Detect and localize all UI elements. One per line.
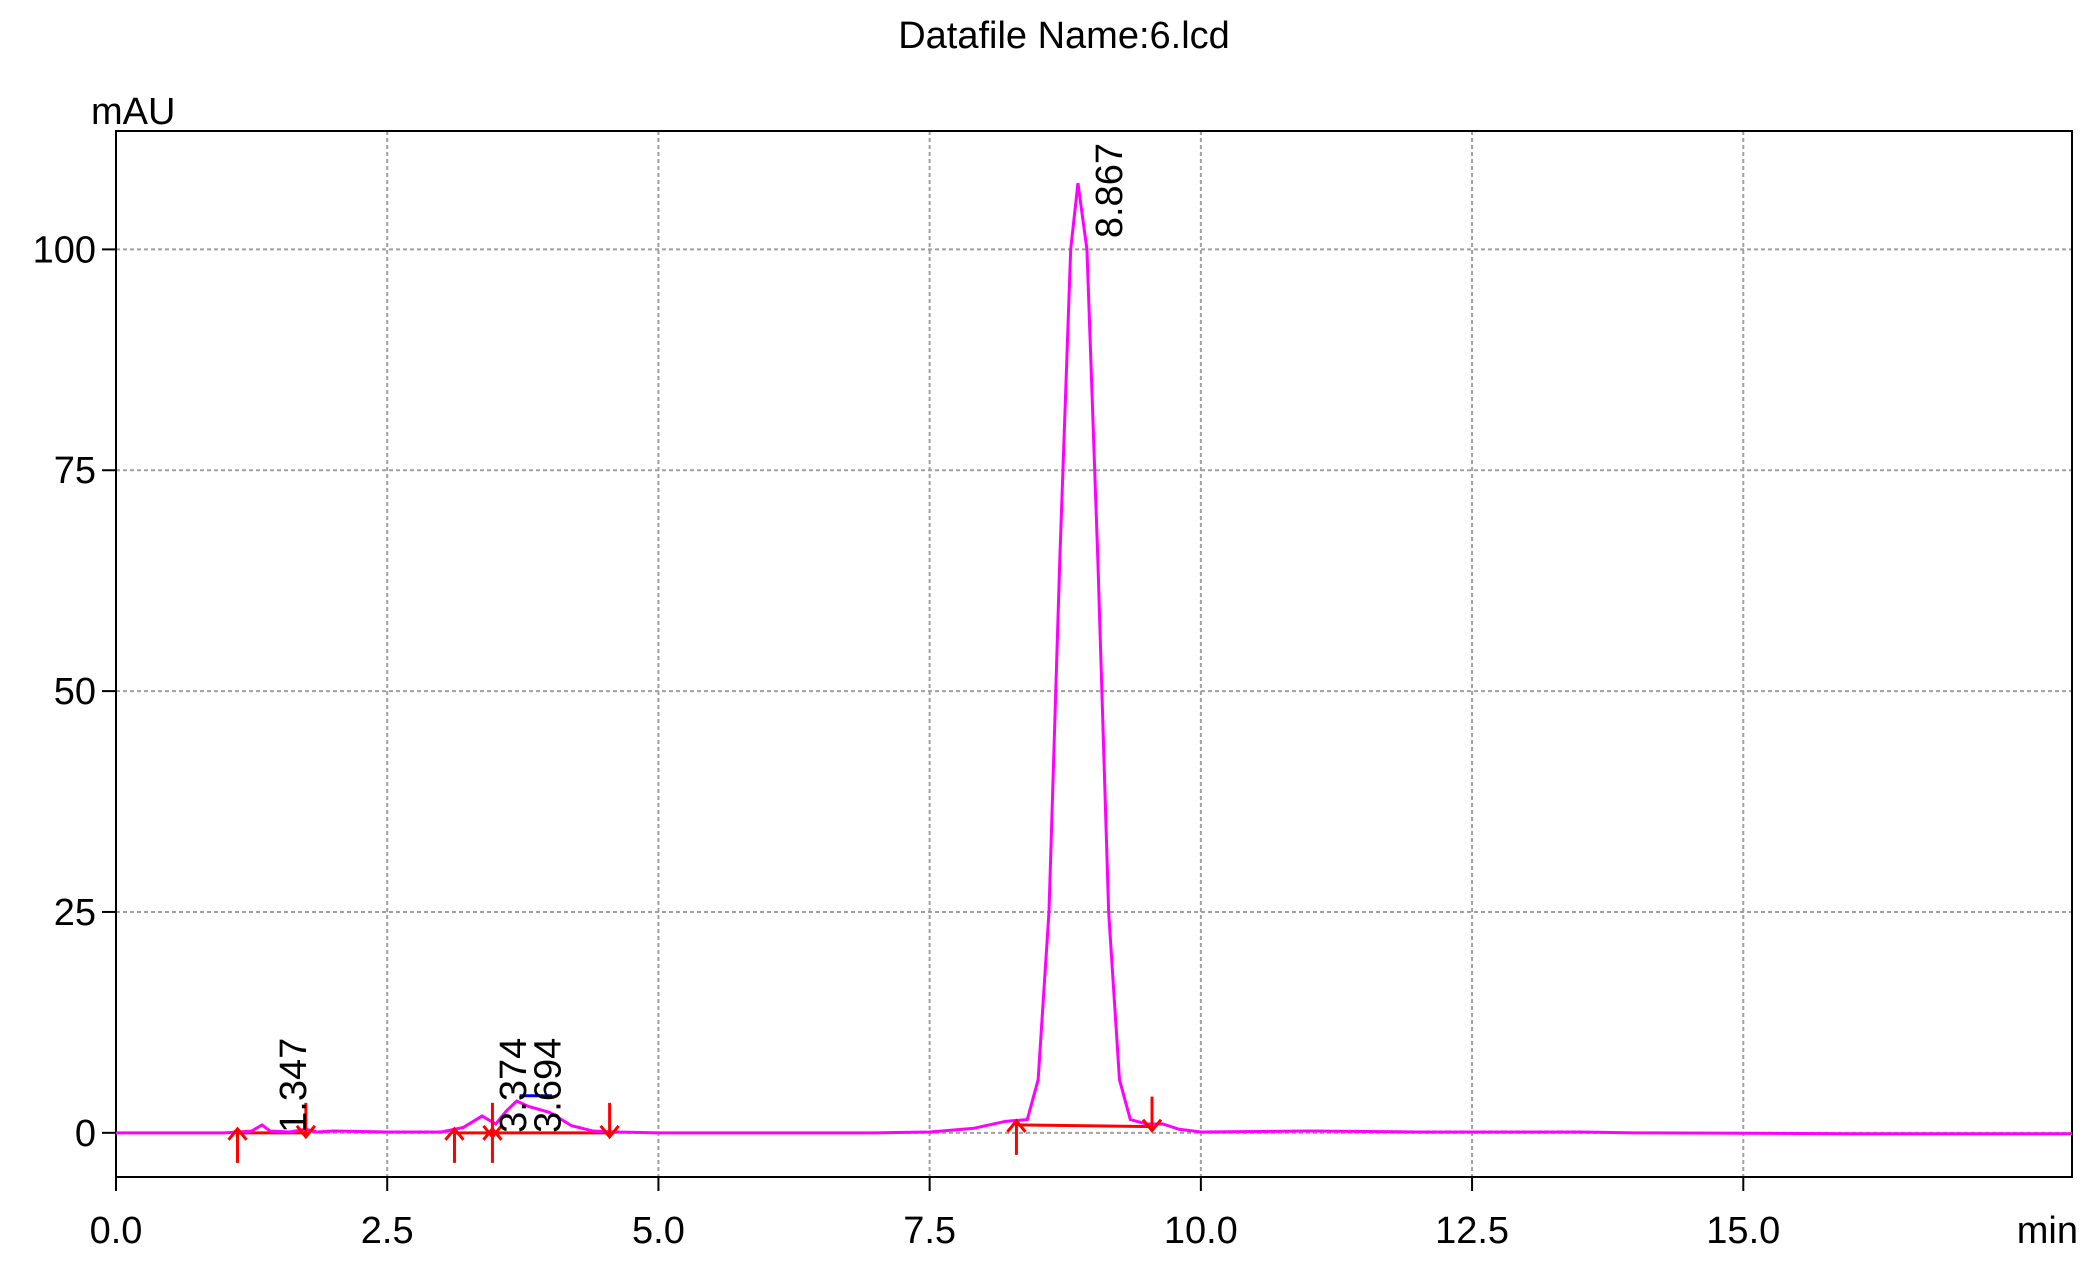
y-tick-label: 50 xyxy=(54,671,96,713)
chart-title: Datafile Name:6.lcd xyxy=(898,15,1230,57)
x-tick-label: 5.0 xyxy=(632,1210,685,1252)
chromatogram-line xyxy=(116,182,2072,1136)
x-axis-label: min xyxy=(2017,1210,2078,1252)
y-tick-label: 0 xyxy=(75,1113,96,1155)
peak-end-marker xyxy=(482,1102,503,1140)
x-tick-label: 15.0 xyxy=(1706,1210,1780,1252)
x-tick-label: 12.5 xyxy=(1435,1210,1509,1252)
peak-start-marker xyxy=(227,1126,248,1163)
peak-start-marker xyxy=(1006,1118,1027,1155)
y-tick-label: 25 xyxy=(54,892,96,934)
x-tick-label: 0.0 xyxy=(90,1210,143,1252)
peak-label: 8.867 xyxy=(1089,143,1131,238)
baseline xyxy=(1016,1123,1153,1129)
x-tick-label: 2.5 xyxy=(361,1210,414,1252)
peak-start-marker xyxy=(444,1126,465,1163)
y-tick-label: 75 xyxy=(54,450,96,492)
peak-end-marker xyxy=(295,1102,317,1140)
y-axis-label: mAU xyxy=(91,91,175,133)
x-tick-label: 10.0 xyxy=(1164,1210,1238,1252)
peak-label: 3.374 xyxy=(493,1038,535,1133)
y-tick-label: 100 xyxy=(33,229,96,271)
x-tick-label: 7.5 xyxy=(903,1210,956,1252)
peak-end-marker xyxy=(1141,1096,1163,1134)
peak-label: 3.694 xyxy=(528,1038,570,1133)
plot-frame xyxy=(115,130,2073,1178)
peak-end-marker xyxy=(599,1102,620,1140)
peak-label: 1.347 xyxy=(273,1038,315,1133)
